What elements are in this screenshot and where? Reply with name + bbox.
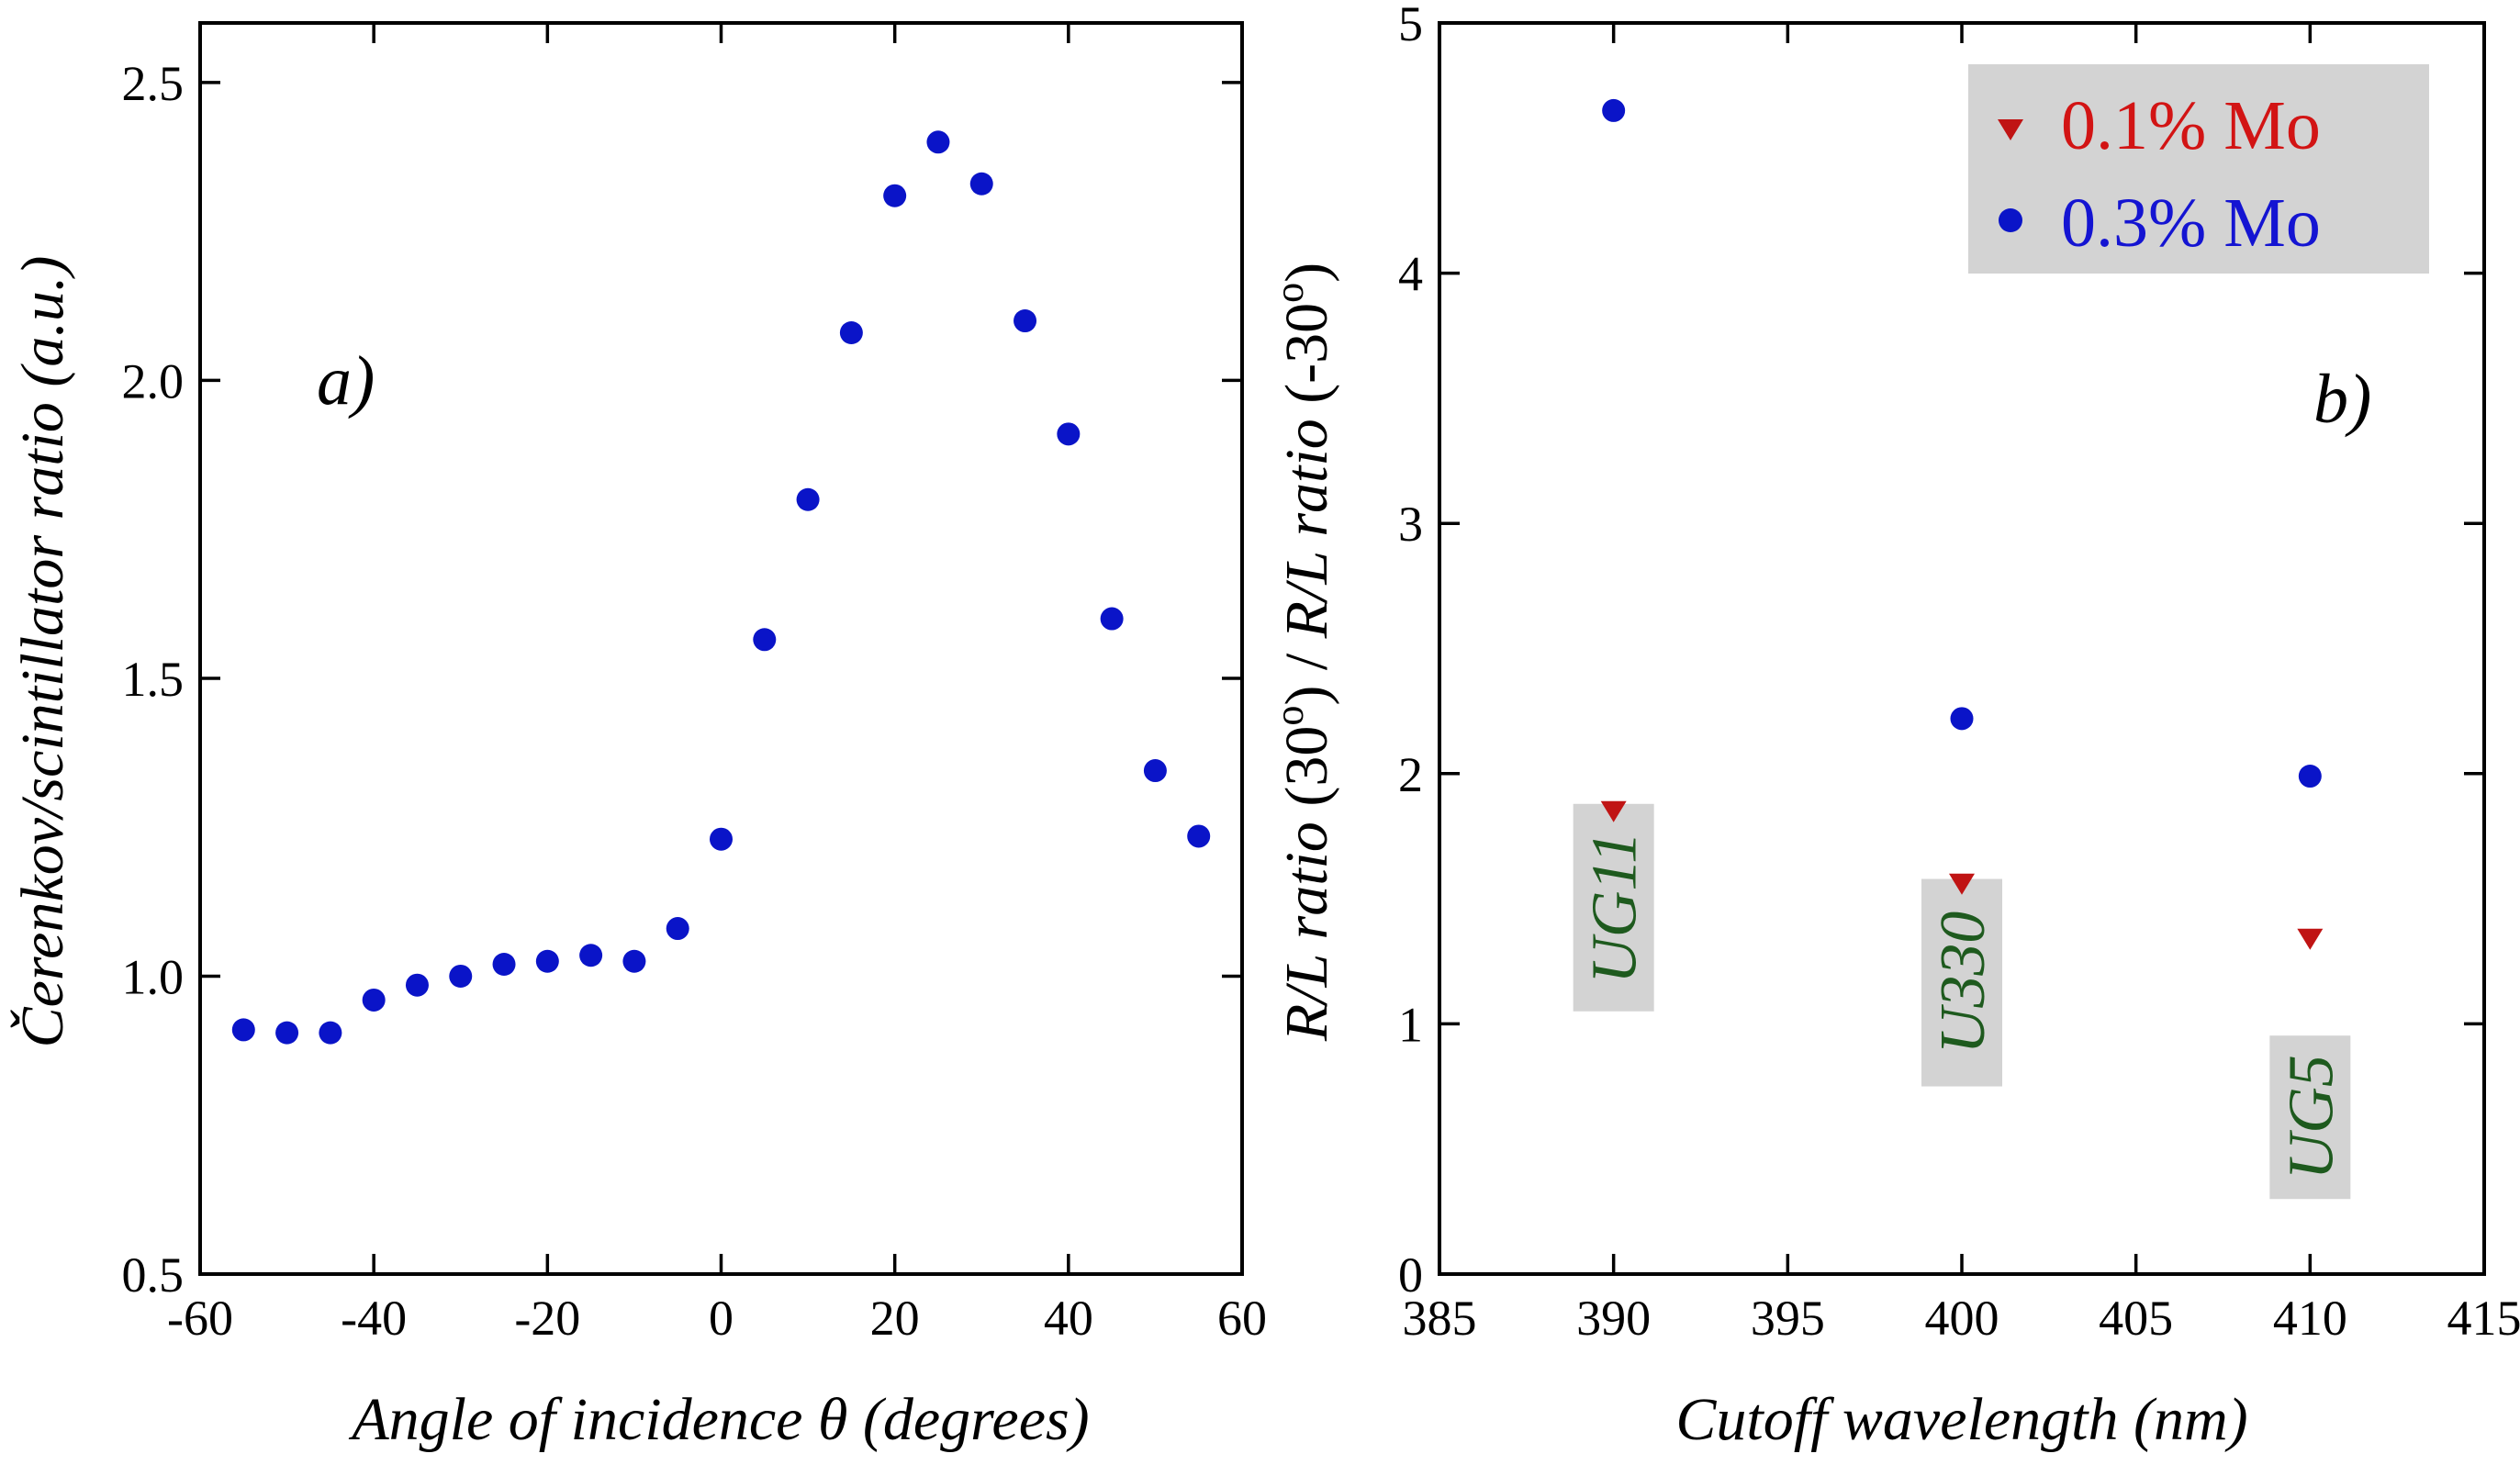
panel-b-x-tick-label: 410	[2273, 1291, 2347, 1346]
panel-a-point-circle	[579, 944, 603, 967]
panel-a-point-circle	[362, 988, 386, 1012]
panel-a-point-circle	[275, 1021, 299, 1045]
panel-a-frame	[198, 21, 1244, 1276]
filter-annotation-label: UG11	[1580, 832, 1651, 984]
panel-a-point-circle	[535, 949, 559, 973]
panel-a-ticks	[198, 23, 1244, 1276]
panel-b-filter-annotations: UG11 U330 UG5	[1573, 803, 2351, 1200]
panel-a-point-circle	[1100, 607, 1124, 631]
panel-a-point-circle	[1143, 759, 1167, 783]
panel-a-y-tick-label: 2.0	[122, 353, 185, 408]
legend-entry-0-1-mo: 0.1% Mo	[2061, 87, 2321, 164]
panel-b-tick-labels: 385 390 395 400 405 410 415 0 1 2 3 4 5	[1398, 0, 2520, 1346]
panel-a-point-circle	[622, 949, 646, 973]
panel-b-points	[1600, 98, 2324, 950]
panel-a-x-tick-label: 20	[870, 1291, 920, 1346]
panel-a-point-circle	[839, 321, 863, 345]
filter-annotation-label: U330	[1928, 911, 1999, 1055]
legend-entry-0-3-mo: 0.3% Mo	[2061, 185, 2321, 262]
panel-b-point-circle	[2298, 765, 2322, 788]
ylabel-part-8: )	[1273, 263, 1340, 283]
panel-a: -60 -40 -20 0 20 40 60 0.5 1.0 1.5 2.0 2.5 a) Angle…	[9, 21, 1268, 1453]
panel-b-point-triangle	[1600, 800, 1627, 822]
filter-annotation-box	[1573, 803, 1654, 1012]
panel-a-tick-labels: -60 -40 -20 0 20 40 60 0.5 1.0 1.5 2.0 2.5	[122, 56, 1268, 1346]
ylabel-part-1: R/L ratio	[1273, 822, 1340, 1042]
panel-a-point-circle	[492, 952, 516, 976]
panel-a-point-circle	[753, 628, 777, 652]
panel-b-y-tick-label: 1	[1398, 997, 1423, 1052]
legend: 0.1% Mo 0.3% Mo	[1968, 64, 2429, 274]
panel-a-point-circle	[1014, 309, 1037, 333]
panel-a-point-circle	[883, 184, 907, 207]
panel-b-x-tick-label: 390	[1576, 1291, 1651, 1346]
legend-circle-icon	[1999, 208, 2022, 232]
panel-b-point-circle	[1950, 707, 1974, 731]
panel-b-label: b)	[2313, 361, 2371, 438]
panel-a-point-circle	[710, 827, 733, 851]
panel-a-point-circle	[449, 964, 473, 988]
panel-b-x-axis-label: Cutoff wavelength (nm)	[1675, 1386, 2247, 1453]
panel-b-point-triangle	[1949, 873, 1975, 895]
panel-b-y-tick-label: 0	[1398, 1247, 1423, 1303]
panel-a-x-tick-label: -60	[167, 1291, 233, 1346]
panel-a-point-circle	[319, 1021, 342, 1045]
panel-a-x-tick-label: 60	[1217, 1291, 1267, 1346]
panel-b-y-tick-label: 2	[1398, 747, 1423, 802]
panel-a-x-axis-label: Angle of incidence θ (degrees)	[348, 1386, 1089, 1453]
panel-b-point-triangle	[2297, 928, 2324, 950]
filter-annotation-u330: U330	[1921, 878, 2002, 1087]
panel-a-y-tick-label: 1.5	[122, 652, 185, 707]
panel-b-x-tick-label: 415	[2447, 1291, 2520, 1346]
panel-a-point-circle	[969, 172, 993, 196]
panel-b-ticks	[1438, 21, 2486, 1276]
panel-a-point-circle	[1057, 422, 1081, 446]
panel-a-x-tick-label: 40	[1044, 1291, 1093, 1346]
panel-a-points	[231, 130, 1211, 1045]
panel-b-y-axis-label: R/L ratio (30o) / R/L ratio (-30o)	[1267, 263, 1340, 1042]
filter-annotation-box	[1921, 878, 2002, 1087]
ylabel-part-7: o	[1267, 283, 1312, 303]
ylabel-part-4: ) /	[1273, 638, 1340, 705]
panel-b-x-tick-label: 405	[2099, 1291, 2173, 1346]
panel-a-x-tick-label: 0	[709, 1291, 734, 1346]
filter-annotation-box	[2269, 1035, 2351, 1200]
panel-a-y-tick-label: 1.0	[122, 949, 185, 1004]
panel-b-y-tick-label: 5	[1398, 0, 1423, 51]
panel-a-x-tick-label: -40	[341, 1291, 407, 1346]
panel-b-y-tick-label: 4	[1398, 247, 1423, 302]
filter-annotation-ug5: UG5	[2269, 1035, 2351, 1200]
panel-b-x-tick-label: 395	[1751, 1291, 1825, 1346]
panel-a-point-circle	[1187, 824, 1211, 848]
panel-a-point-circle	[231, 1018, 255, 1042]
panel-b-y-tick-label: 3	[1398, 497, 1423, 552]
panel-a-point-circle	[405, 973, 429, 997]
ylabel-part-3: o	[1267, 706, 1312, 726]
legend-triangle-down-icon	[1998, 119, 2023, 140]
filter-annotation-label: UG5	[2276, 1055, 2346, 1180]
panel-a-point-circle	[926, 130, 950, 154]
panel-a-y-tick-label: 0.5	[122, 1247, 185, 1303]
legend-box	[1968, 64, 2429, 274]
panel-a-y-tick-label: 2.5	[122, 56, 185, 111]
ylabel-part-2: (30	[1273, 726, 1340, 822]
panel-a-point-circle	[666, 917, 689, 941]
panel-b-point-circle	[1602, 98, 1626, 122]
ylabel-part-6: (-30	[1273, 303, 1340, 419]
filter-annotation-ug11: UG11	[1573, 803, 1654, 1012]
panel-b-x-tick-label: 385	[1403, 1291, 1477, 1346]
ylabel-part-5: R/L ratio	[1273, 419, 1340, 639]
panel-a-label: a)	[317, 342, 375, 419]
panel-a-x-tick-label: -20	[514, 1291, 580, 1346]
panel-a-point-circle	[796, 487, 820, 511]
panel-b-x-tick-label: 400	[1925, 1291, 1999, 1346]
panel-a-y-axis-label: Čerenkov/scintillator ratio (a.u.)	[9, 256, 76, 1048]
